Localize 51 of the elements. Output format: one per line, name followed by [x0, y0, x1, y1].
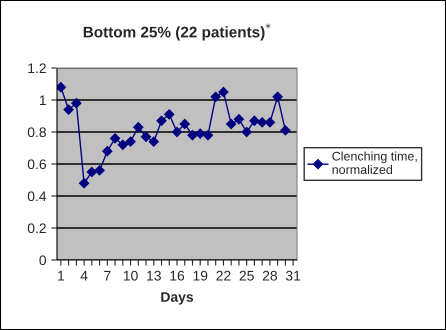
y-tick-label: 0.2 — [28, 223, 46, 234]
x-tick-label: 4 — [80, 270, 88, 280]
y-tick-label: 1 — [40, 95, 46, 106]
x-tick-label: 22 — [216, 270, 230, 280]
y-tick-label: 1.2 — [28, 63, 46, 74]
point — [102, 146, 112, 156]
x-tick-label: 13 — [147, 270, 161, 281]
point — [118, 140, 128, 150]
point — [180, 118, 190, 130]
point — [94, 165, 105, 176]
x-tick-label: 31 — [286, 270, 300, 281]
point — [187, 130, 198, 140]
x-axis-title: Days — [161, 292, 194, 305]
point — [148, 136, 159, 147]
point — [280, 125, 290, 136]
point — [71, 98, 82, 108]
point — [172, 126, 182, 138]
point — [125, 136, 136, 147]
x-tick-label: 16 — [170, 270, 184, 281]
point — [264, 117, 276, 128]
point — [226, 118, 236, 130]
x-tick-label: 25 — [240, 270, 254, 281]
point — [164, 109, 174, 120]
point — [272, 92, 283, 102]
point — [195, 128, 206, 139]
point — [110, 133, 120, 144]
point — [86, 166, 97, 178]
point — [140, 132, 152, 142]
x-tick-label: 28 — [262, 270, 278, 281]
point — [156, 116, 167, 126]
point — [218, 86, 229, 98]
chart-title: Bottom 25% (22 patients)$^{*}$ — [84, 24, 270, 40]
point — [234, 114, 244, 124]
x-tick-label: 7 — [104, 270, 110, 280]
x-tick-label: 19 — [194, 270, 208, 281]
x-tick-label: 10 — [124, 270, 138, 281]
y-tick-label: 0.4 — [28, 191, 46, 202]
y-tick-label: 0 — [39, 255, 46, 266]
point — [202, 130, 214, 140]
x-tick-label: 1 — [58, 270, 64, 280]
y-tick-label: 0.8 — [28, 127, 46, 138]
point — [257, 117, 268, 128]
point — [249, 116, 260, 126]
point — [242, 126, 252, 138]
y-tick-label: 0.6 — [28, 159, 46, 170]
legend-label: Clenching time, normalized — [332, 151, 417, 174]
point — [210, 92, 221, 102]
point — [133, 122, 144, 132]
point — [78, 178, 90, 188]
point — [63, 104, 74, 115]
point — [57, 82, 66, 92]
